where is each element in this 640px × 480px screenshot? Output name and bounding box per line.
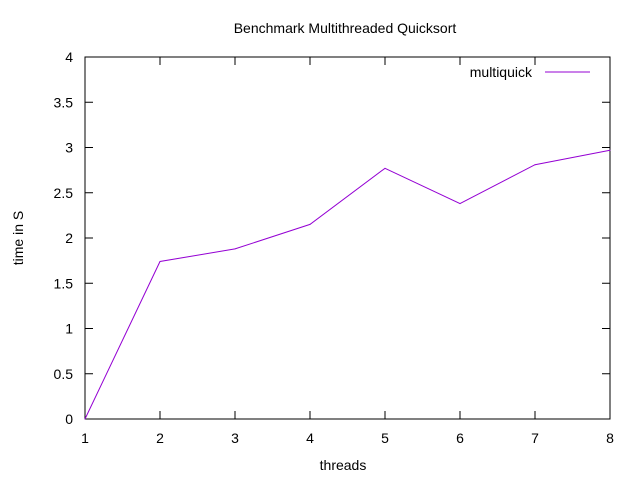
legend-label: multiquick xyxy=(470,64,533,80)
chart-title: Benchmark Multithreaded Quicksort xyxy=(234,20,457,36)
data-point xyxy=(459,203,461,205)
x-axis-ticks: 1 2 3 4 5 6 7 8 xyxy=(81,57,614,446)
y-tick-label: 0 xyxy=(65,411,73,427)
data-point xyxy=(159,261,161,263)
y-axis-label: time in S xyxy=(10,211,26,265)
x-axis-label: threads xyxy=(320,457,367,473)
series-layer xyxy=(84,149,611,420)
x-tick-label: 5 xyxy=(381,430,389,446)
data-point xyxy=(234,248,236,250)
y-tick-label: 3.5 xyxy=(54,94,74,110)
plot-frame xyxy=(84,56,611,420)
data-point xyxy=(609,149,611,151)
x-tick-label: 6 xyxy=(456,430,464,446)
plot-area xyxy=(84,56,611,420)
y-tick-label: 3 xyxy=(65,140,73,156)
y-tick-label: 2 xyxy=(65,230,73,246)
data-point xyxy=(534,164,536,166)
data-point xyxy=(84,418,86,420)
x-tick-label: 8 xyxy=(606,430,614,446)
y-tick-label: 1 xyxy=(65,321,73,337)
data-point xyxy=(384,167,386,169)
y-tick-label: 2.5 xyxy=(54,185,74,201)
y-tick-label: 1.5 xyxy=(54,275,74,291)
x-tick-label: 7 xyxy=(531,430,539,446)
x-tick-label: 4 xyxy=(306,430,314,446)
legend: multiquick xyxy=(470,64,590,80)
x-tick-label: 3 xyxy=(231,430,239,446)
data-point xyxy=(309,223,311,225)
series-line-multiquick xyxy=(84,149,611,420)
x-tick-label: 2 xyxy=(156,430,164,446)
y-tick-label: 4 xyxy=(65,49,73,65)
x-tick-label: 1 xyxy=(81,430,89,446)
y-tick-label: 0.5 xyxy=(54,366,74,382)
y-axis-ticks: 0 0.5 1 1.5 2 2.5 3 3.5 4 xyxy=(54,49,610,427)
